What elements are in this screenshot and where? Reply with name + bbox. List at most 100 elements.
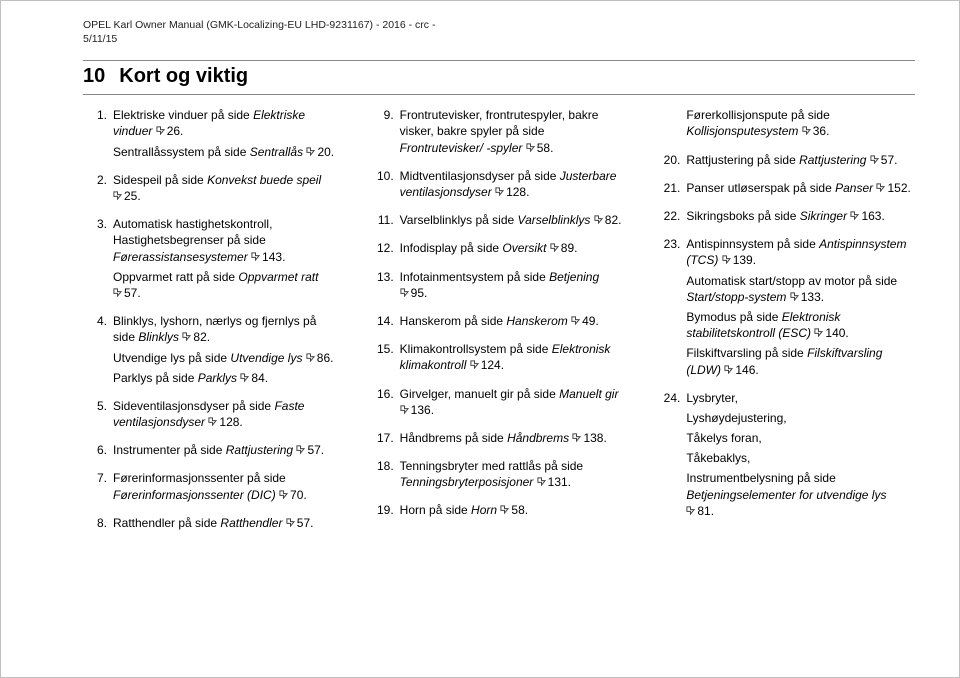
- reference-title: Konvekst buede speil: [207, 173, 321, 187]
- sub-entry: Instrumentbelysning på side Betjeningsel…: [686, 470, 915, 519]
- item-number: 3.: [83, 216, 113, 307]
- page-reference[interactable]: 58.: [526, 140, 554, 156]
- page-reference[interactable]: 82.: [182, 329, 210, 345]
- entry-text: Filskiftvarsling på side: [686, 346, 807, 360]
- page-ref-icon: [722, 255, 731, 264]
- entry-text: Infodisplay på side: [400, 241, 503, 255]
- item-body: Lysbryter,Lyshøydejustering,Tåkelys fora…: [686, 390, 915, 525]
- page-reference[interactable]: 20.: [306, 144, 334, 160]
- item-list: 9.Frontrutevisker, frontrutespyler, bakr…: [370, 107, 629, 524]
- entry-text: Varselblinklys på side: [400, 213, 518, 227]
- entry-text: Antispinnsystem på side: [686, 237, 819, 251]
- item-number: 10.: [370, 168, 400, 206]
- page-ref-icon: [686, 506, 695, 515]
- list-item: 2.Sidespeil på side Konvekst buede speil…: [83, 172, 342, 210]
- page-reference[interactable]: 57.: [286, 515, 314, 531]
- page-reference[interactable]: 146.: [724, 362, 758, 378]
- item-body: Klimakontrollsystem på side Elektronisk …: [400, 341, 629, 379]
- chapter-heading: 10 Kort og viktig: [83, 65, 915, 88]
- page-reference[interactable]: 81.: [686, 503, 714, 519]
- sub-entry: Utvendige lys på side Utvendige lys 86.: [113, 350, 342, 366]
- page-reference[interactable]: 57.: [113, 285, 141, 301]
- list-item: 15.Klimakontrollsystem på side Elektroni…: [370, 341, 629, 379]
- item-body: Elektriske vinduer på side Elektriske vi…: [113, 107, 342, 166]
- reference-title: Førerassistansesystemer: [113, 250, 248, 264]
- sub-entry: Lyshøydejustering,: [686, 410, 915, 426]
- page-reference[interactable]: 25.: [113, 188, 141, 204]
- page-ref-icon: [306, 147, 315, 156]
- list-item: 21.Panser utløserspak på side Panser 152…: [656, 180, 915, 202]
- page-reference[interactable]: 140.: [814, 325, 848, 341]
- entry-text: Klimakontrollsystem på side: [400, 342, 552, 356]
- page-reference[interactable]: 95.: [400, 285, 428, 301]
- sub-entry: Tåkebaklys,: [686, 450, 915, 466]
- item-number: 14.: [370, 313, 400, 335]
- sub-entry: Oppvarmet ratt på side Oppvarmet ratt 57…: [113, 269, 342, 301]
- page-ref-icon: [251, 252, 260, 261]
- reference-title: Parklys: [198, 371, 237, 385]
- item-body: Automatisk hastighetskontroll, Hastighet…: [113, 216, 342, 307]
- page-reference[interactable]: 131.: [537, 474, 571, 490]
- page-reference[interactable]: 36.: [802, 123, 830, 139]
- page-reference[interactable]: 124.: [470, 357, 504, 373]
- item-number: 18.: [370, 458, 400, 496]
- sub-entry: Parklys på side Parklys 84.: [113, 370, 342, 386]
- page-reference[interactable]: 26.: [156, 123, 184, 139]
- sub-entry: Frontrutevisker, frontrutespyler, bakre …: [400, 107, 629, 156]
- entry-text: Hanskerom på side: [400, 314, 507, 328]
- item-number: 17.: [370, 430, 400, 452]
- entry-text: Sideventilasjonsdyser på side: [113, 399, 274, 413]
- list-item: 4.Blinklys, lyshorn, nærlys og fjernlys …: [83, 313, 342, 392]
- item-number: [656, 107, 686, 145]
- page-reference[interactable]: 136.: [400, 402, 434, 418]
- item-number: 20.: [656, 152, 686, 174]
- item-number: 23.: [656, 236, 686, 384]
- item-body: Sidespeil på side Konvekst buede speil 2…: [113, 172, 342, 210]
- page-reference[interactable]: 89.: [550, 240, 578, 256]
- list-item: 14.Hanskerom på side Hanskerom 49.: [370, 313, 629, 335]
- page-reference[interactable]: 133.: [790, 289, 824, 305]
- page-reference[interactable]: 82.: [594, 212, 622, 228]
- list-item: 19.Horn på side Horn 58.: [370, 502, 629, 524]
- list-item: 1.Elektriske vinduer på side Elektriske …: [83, 107, 342, 166]
- header-line2: 5/11/15: [83, 33, 117, 45]
- page-reference[interactable]: 84.: [240, 370, 268, 386]
- sub-entry: Midtventilasjonsdyser på side Justerbare…: [400, 168, 629, 200]
- reference-title: Manuelt gir: [559, 387, 618, 401]
- page-reference[interactable]: 57.: [870, 152, 898, 168]
- entry-text: Instrumentbelysning på side: [686, 471, 835, 485]
- page-ref-icon: [286, 518, 295, 527]
- page-reference[interactable]: 128.: [495, 184, 529, 200]
- list-item: 17.Håndbrems på side Håndbrems 138.: [370, 430, 629, 452]
- page-reference[interactable]: 138.: [572, 430, 606, 446]
- entry-text: Sidespeil på side: [113, 173, 207, 187]
- page-ref-icon: [306, 353, 315, 362]
- page-reference[interactable]: 143.: [251, 249, 285, 265]
- page-reference[interactable]: 139.: [722, 252, 756, 268]
- reference-title: Ratthendler: [220, 516, 282, 530]
- entry-text: Rattjustering på side: [686, 153, 799, 167]
- item-body: Blinklys, lyshorn, nærlys og fjernlys på…: [113, 313, 342, 392]
- page-reference[interactable]: 70.: [279, 487, 307, 503]
- sub-entry: Ratthendler på side Ratthendler 57.: [113, 515, 342, 531]
- page-reference[interactable]: 163.: [850, 208, 884, 224]
- page-reference[interactable]: 58.: [500, 502, 528, 518]
- page-reference[interactable]: 86.: [306, 350, 334, 366]
- page-ref-icon: [790, 292, 799, 301]
- item-number: 16.: [370, 386, 400, 424]
- item-body: Panser utløserspak på side Panser 152.: [686, 180, 915, 202]
- item-body: Tenningsbryter med rattlås på side Tenni…: [400, 458, 629, 496]
- entry-text: Førerkollisjonspute på side: [686, 108, 829, 122]
- page-reference[interactable]: 57.: [296, 442, 324, 458]
- reference-title: Oversikt: [502, 241, 546, 255]
- sub-entry: Automatisk start/stopp av motor på side …: [686, 273, 915, 305]
- item-body: Hanskerom på side Hanskerom 49.: [400, 313, 629, 335]
- page-reference[interactable]: 152.: [876, 180, 910, 196]
- page-ref-icon: [182, 332, 191, 341]
- page-reference[interactable]: 49.: [571, 313, 599, 329]
- page-reference[interactable]: 128.: [208, 414, 242, 430]
- reference-title: Tenningsbryterposisjoner: [400, 475, 534, 489]
- item-number: 1.: [83, 107, 113, 166]
- page-ref-icon: [870, 155, 879, 164]
- page-ref-icon: [156, 126, 165, 135]
